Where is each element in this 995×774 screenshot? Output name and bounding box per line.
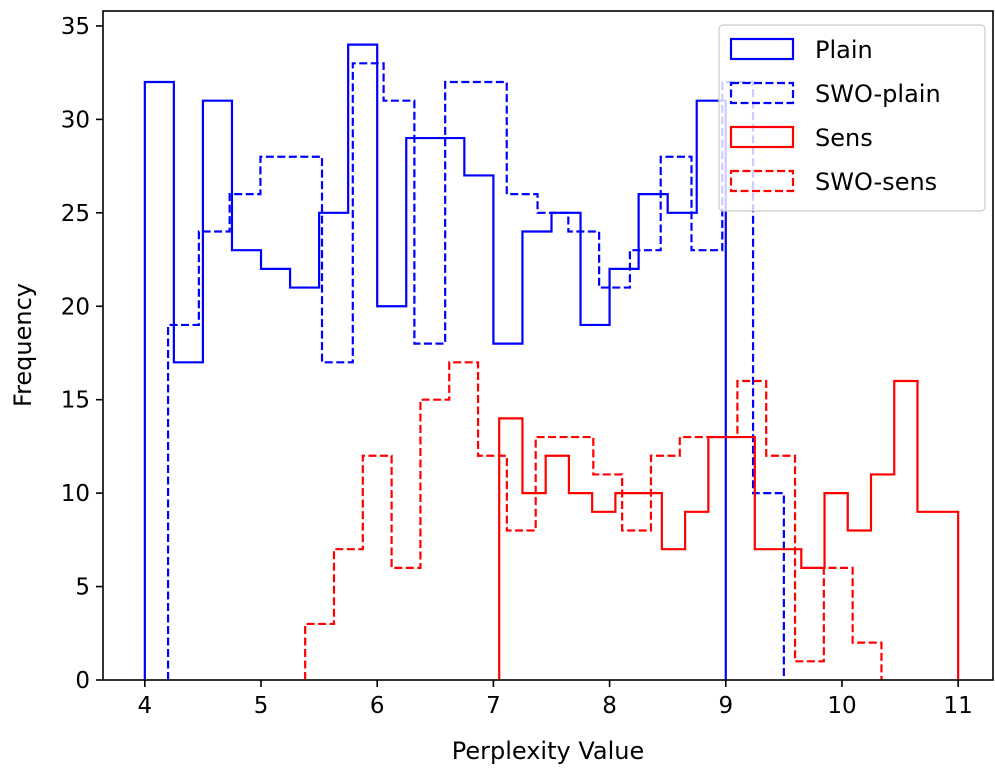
x-tick-label: 4 — [138, 693, 153, 719]
y-axis-label: Frequency — [9, 283, 37, 407]
legend-swatch-swo-sens — [729, 169, 795, 193]
legend-box — [718, 24, 986, 212]
y-tick-label: 20 — [61, 294, 90, 320]
x-tick-label: 5 — [254, 693, 269, 719]
legend-label-swo-sens: SWO-sens — [815, 168, 937, 196]
x-tick-label: 6 — [370, 693, 385, 719]
series-swo-sens-histogram — [304, 361, 883, 680]
y-tick-label: 25 — [61, 201, 90, 227]
y-tick-label: 30 — [61, 107, 90, 133]
legend-label-swo-plain: SWO-plain — [815, 80, 941, 108]
legend-swatch-swo-plain — [729, 81, 795, 105]
legend: Plain SWO-plain Sens SWO-sens — [718, 24, 986, 212]
x-tick-label: 9 — [718, 693, 733, 719]
y-tick-label: 5 — [75, 575, 90, 601]
series-plain-histogram — [143, 43, 727, 680]
y-tick-label: 0 — [75, 668, 90, 694]
y-tick-label: 10 — [61, 481, 90, 507]
x-tick-label: 10 — [827, 693, 856, 719]
y-tick-label: 15 — [61, 388, 90, 414]
y-tick-label: 35 — [61, 14, 90, 40]
legend-swatch-sens — [729, 125, 795, 149]
plot-frame — [102, 10, 994, 681]
x-tick-label: 7 — [486, 693, 501, 719]
series-swo-plain-histogram — [166, 62, 785, 680]
legend-swatch-plain — [729, 37, 795, 61]
x-tick-label: 11 — [944, 693, 973, 719]
legend-label-sens: Sens — [815, 124, 873, 152]
x-tick-label: 8 — [602, 693, 617, 719]
x-axis-ticks: 4 5 6 7 8 9 10 11 — [138, 680, 973, 719]
series-sens-histogram — [498, 379, 960, 680]
x-axis-label: Perplexity Value — [452, 737, 645, 765]
legend-label-plain: Plain — [815, 36, 873, 64]
y-axis-ticks: 0 5 10 15 20 25 30 35 — [61, 14, 103, 694]
series-layer — [143, 43, 960, 680]
